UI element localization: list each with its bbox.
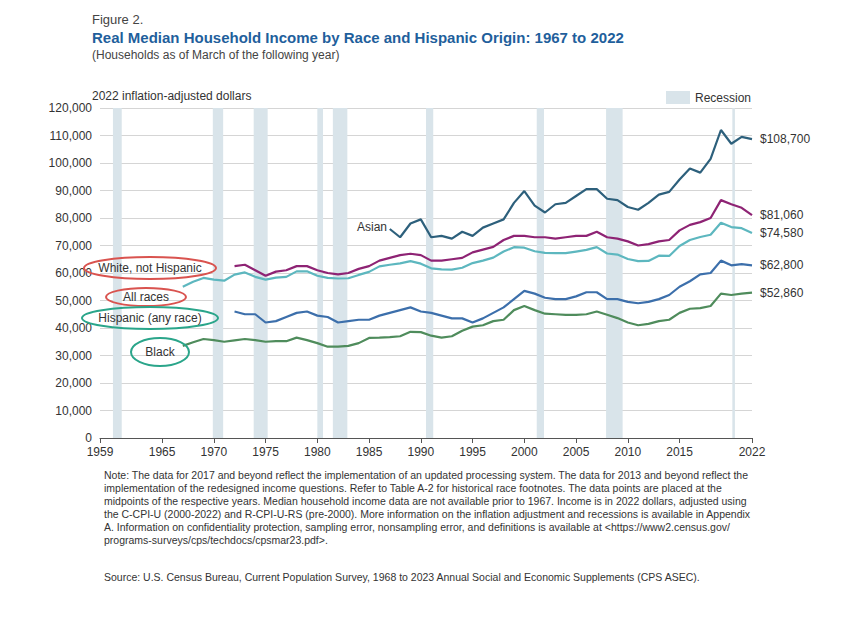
svg-text:120,000: 120,000 — [49, 101, 93, 115]
svg-text:2022 inflation-adjusted dollar: 2022 inflation-adjusted dollars — [92, 89, 251, 103]
svg-text:midpoints of the respective ye: midpoints of the respective years. Media… — [104, 495, 750, 507]
svg-text:40,000: 40,000 — [55, 321, 92, 335]
svg-text:2015: 2015 — [666, 445, 693, 459]
svg-text:$81,060: $81,060 — [760, 208, 804, 222]
svg-text:1965: 1965 — [149, 445, 176, 459]
svg-text:1990: 1990 — [407, 445, 434, 459]
svg-text:1975: 1975 — [252, 445, 279, 459]
svg-text:$74,580: $74,580 — [760, 226, 804, 240]
svg-text:90,000: 90,000 — [55, 184, 92, 198]
svg-text:A. Information on confidential: A. Information on confidentiality protec… — [104, 521, 730, 533]
svg-text:Asian: Asian — [357, 220, 387, 234]
svg-text:$62,800: $62,800 — [760, 258, 804, 272]
svg-text:the C-CPI-U (2000-2022) and R-: the C-CPI-U (2000-2022) and R-CPI-U-RS (… — [104, 508, 753, 520]
svg-text:(Households as of March of the: (Households as of March of the following… — [92, 48, 339, 62]
svg-text:White, not Hispanic: White, not Hispanic — [98, 261, 201, 275]
svg-text:Black: Black — [145, 345, 175, 359]
svg-text:1959: 1959 — [87, 445, 114, 459]
svg-text:20,000: 20,000 — [55, 376, 92, 390]
svg-text:2010: 2010 — [614, 445, 641, 459]
svg-text:1985: 1985 — [356, 445, 383, 459]
svg-text:$108,700: $108,700 — [760, 132, 810, 146]
svg-text:2000: 2000 — [511, 445, 538, 459]
svg-text:Note: The data for 2017 and be: Note: The data for 2017 and beyond refle… — [104, 469, 751, 481]
svg-text:Source: U.S. Census Bureau, Cu: Source: U.S. Census Bureau, Current Popu… — [104, 571, 700, 583]
svg-text:0: 0 — [85, 431, 92, 445]
svg-text:110,000: 110,000 — [50, 129, 93, 143]
svg-text:60,000: 60,000 — [55, 266, 92, 280]
svg-text:1980: 1980 — [304, 445, 331, 459]
svg-text:$52,860: $52,860 — [760, 286, 804, 300]
svg-text:Figure 2.: Figure 2. — [92, 12, 143, 27]
svg-text:100,000: 100,000 — [49, 156, 93, 170]
svg-text:Recession: Recession — [695, 91, 751, 105]
svg-text:Hispanic (any race): Hispanic (any race) — [98, 311, 201, 325]
svg-text:30,000: 30,000 — [55, 349, 92, 363]
svg-text:programs-surveys/cps/techdocs/: programs-surveys/cps/techdocs/cpsmar23.p… — [104, 534, 328, 546]
svg-text:50,000: 50,000 — [55, 294, 92, 308]
svg-text:10,000: 10,000 — [55, 404, 92, 418]
svg-text:implementation of the redesign: implementation of the redesigned income … — [104, 482, 725, 494]
svg-text:70,000: 70,000 — [55, 239, 92, 253]
svg-text:All races: All races — [123, 290, 169, 304]
svg-text:1970: 1970 — [200, 445, 227, 459]
svg-text:80,000: 80,000 — [55, 211, 92, 225]
svg-text:1995: 1995 — [459, 445, 486, 459]
svg-text:2005: 2005 — [563, 445, 590, 459]
svg-text:Real Median Household Income b: Real Median Household Income by Race and… — [92, 29, 624, 46]
svg-text:2022: 2022 — [739, 445, 766, 459]
